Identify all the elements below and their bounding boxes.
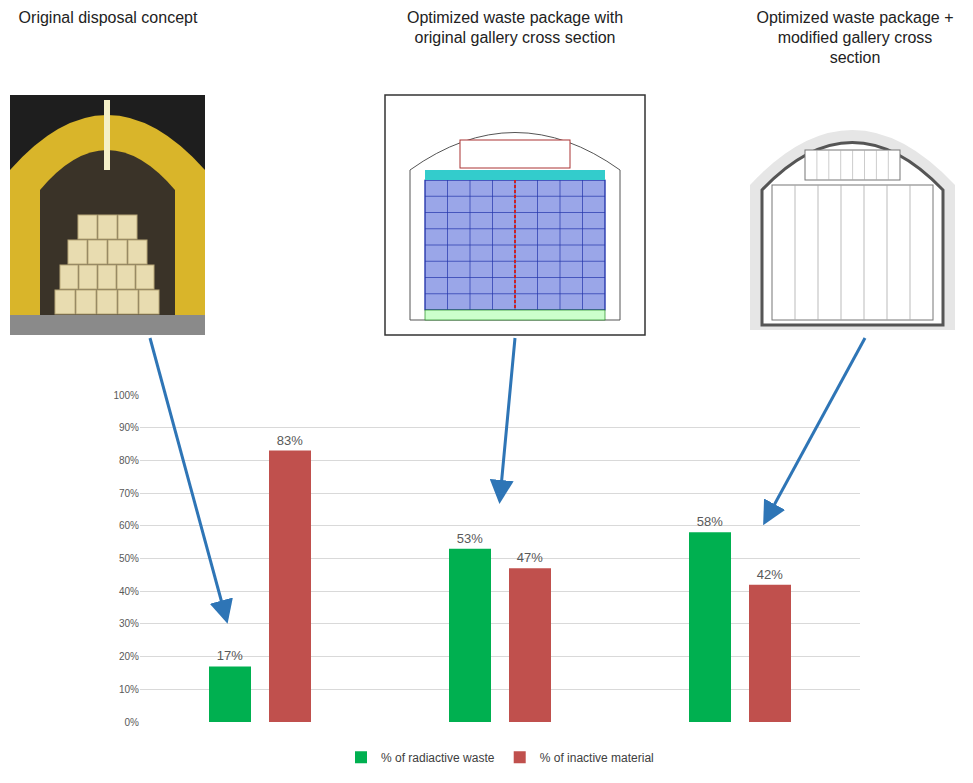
svg-text:0%: 0% (125, 717, 140, 728)
svg-text:% of radiactive waste: % of radiactive waste (381, 751, 495, 765)
html-text:Original disposal concept: Original disposal concept (18, 9, 198, 26)
svg-text:17%: 17% (217, 648, 243, 663)
svg-text:80%: 80% (119, 455, 139, 466)
svg-text:53%: 53% (457, 531, 483, 546)
html-text:Optimized waste package with o: Optimized waste package with original ga… (406, 9, 623, 46)
svg-text:70%: 70% (119, 488, 139, 499)
svg-text:30%: 30% (119, 618, 139, 629)
svg-text:10%: 10% (119, 684, 139, 695)
svg-text:20%: 20% (119, 651, 139, 662)
svg-text:50%: 50% (119, 553, 139, 564)
svg-text:100%: 100% (113, 390, 139, 401)
svg-text:58%: 58% (697, 514, 723, 529)
svg-text:% of inactive material: % of inactive material (540, 751, 654, 765)
svg-text:60%: 60% (119, 520, 139, 531)
svg-text:90%: 90% (119, 422, 139, 433)
svg-text:40%: 40% (119, 586, 139, 597)
svg-text:42%: 42% (757, 567, 783, 582)
svg-text:47%: 47% (517, 550, 543, 565)
html-text:Optimized waste package + modi: Optimized waste package + modified galle… (756, 9, 954, 66)
svg-text:83%: 83% (277, 433, 303, 448)
